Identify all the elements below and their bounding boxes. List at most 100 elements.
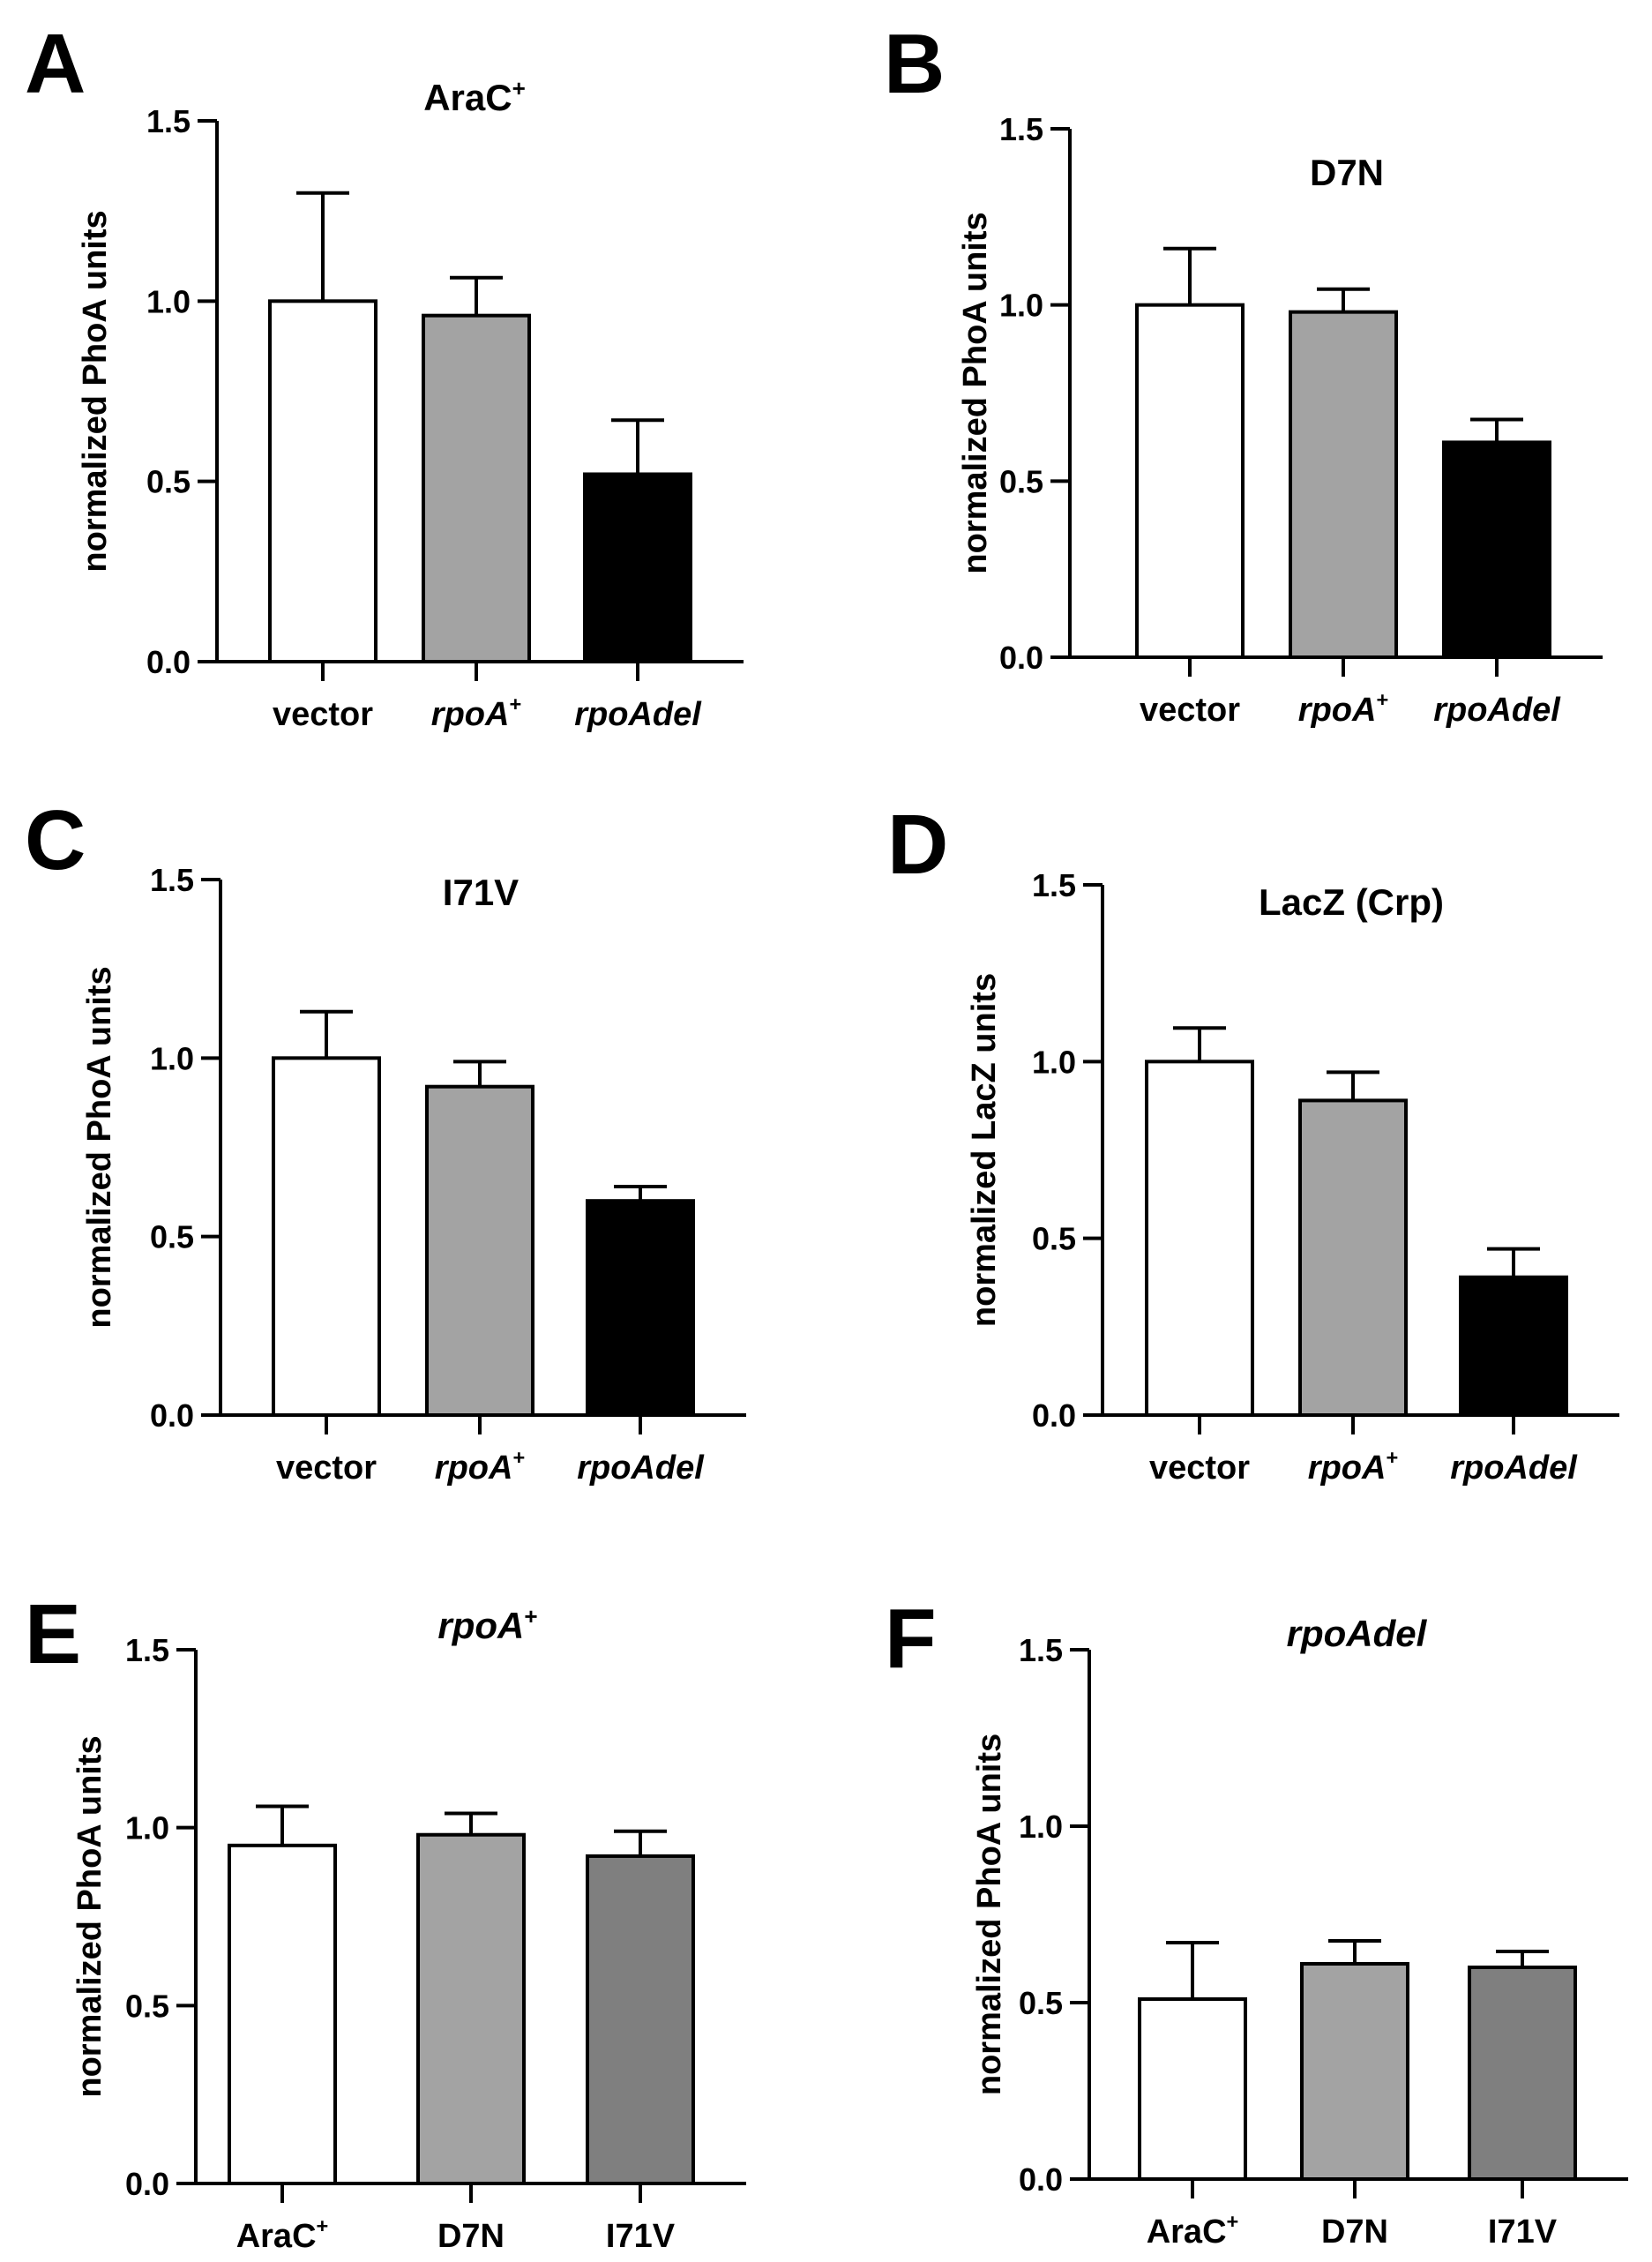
y-tick-label: 1.5 xyxy=(146,103,191,139)
y-tick-label: 0.5 xyxy=(150,1219,194,1255)
y-axis-label: normalized PhoA units xyxy=(71,1735,108,2097)
bar xyxy=(425,1084,534,1417)
x-tick-label-superscript: + xyxy=(317,2214,329,2237)
y-tick-label: 1.0 xyxy=(125,1810,169,1846)
bar xyxy=(1442,440,1551,660)
chart-title-main: I71V xyxy=(443,872,519,913)
y-tick-label: 1.0 xyxy=(1019,1809,1063,1845)
panel-letter: C xyxy=(25,793,86,888)
x-tick-label-main: I71V xyxy=(1488,2213,1558,2251)
x-tick-label-main: rpoA xyxy=(431,696,510,733)
x-tick-label-main: vector xyxy=(1140,692,1240,729)
bar xyxy=(1298,1098,1408,1417)
bar xyxy=(422,313,531,663)
chart-title-main: rpoA xyxy=(437,1605,524,1646)
x-tick-label: rpoAdel xyxy=(577,1449,705,1487)
y-tick-label: 1.5 xyxy=(125,1632,169,1668)
y-tick-label: 1.5 xyxy=(150,862,194,898)
x-tick-label: vector xyxy=(1140,692,1240,729)
bar xyxy=(586,1854,695,2186)
x-tick-label: vector xyxy=(1149,1449,1250,1487)
x-tick-label: rpoAdel xyxy=(1433,692,1561,729)
chart-title-superscript: + xyxy=(524,1603,537,1629)
y-axis-label: normalized PhoA units xyxy=(957,212,994,573)
y-tick-label: 1.0 xyxy=(999,288,1043,324)
panel-letter: B xyxy=(884,17,945,111)
chart-title-main: D7N xyxy=(1310,152,1384,193)
panel-d: D LacZ (Crp) 0.0 0.5 1.0 1.5 normalized LacZ u… xyxy=(887,798,1619,1487)
chart-title-main: AraC xyxy=(423,77,512,118)
y-tick-label: 1.5 xyxy=(1032,867,1076,903)
x-tick-label: rpoAdel xyxy=(574,696,702,733)
x-tick-label-main: vector xyxy=(1149,1449,1250,1487)
panel-letter: A xyxy=(25,17,86,111)
y-tick-label: 0.5 xyxy=(999,463,1043,499)
x-tick-label: rpoA+ xyxy=(431,693,521,733)
bar xyxy=(1135,303,1245,659)
x-tick-label: AraC+ xyxy=(1147,2210,1239,2251)
chart-title: rpoAdel xyxy=(1287,1613,1428,1654)
x-tick-label-superscript: + xyxy=(1376,688,1388,711)
y-tick-label: 0.0 xyxy=(150,1397,194,1434)
y-tick-label: 1.0 xyxy=(150,1040,194,1076)
bar xyxy=(228,1843,337,2185)
y-tick-label: 0.0 xyxy=(125,2166,169,2202)
bar xyxy=(1468,1966,1577,2181)
y-tick-label: 1.0 xyxy=(146,283,191,319)
y-axis-label: normalized PhoA units xyxy=(81,966,118,1328)
y-tick-label: 1.5 xyxy=(999,111,1043,147)
x-tick-label: vector xyxy=(273,696,373,733)
panel-c: C I71V 0.0 0.5 1.0 1.5 normalized PhoA units ve… xyxy=(25,793,746,1487)
x-tick-label: rpoA+ xyxy=(1308,1446,1398,1487)
chart-title: LacZ (Crp) xyxy=(1259,881,1444,923)
x-tick-label-main: AraC xyxy=(236,2218,317,2255)
bar xyxy=(1138,1997,1247,2181)
x-tick-label: D7N xyxy=(437,2218,505,2255)
x-tick-label: vector xyxy=(276,1449,377,1487)
y-axis-label: normalized LacZ units xyxy=(966,973,1003,1327)
x-tick-label-main: AraC xyxy=(1147,2213,1227,2251)
bar xyxy=(1459,1275,1568,1417)
x-tick-label: I71V xyxy=(606,2218,676,2255)
bar xyxy=(1145,1060,1254,1418)
chart-title-main: LacZ (Crp) xyxy=(1259,881,1444,923)
bar xyxy=(272,1056,381,1418)
x-tick-label-main: vector xyxy=(276,1449,377,1487)
x-tick-label-main: I71V xyxy=(606,2218,676,2255)
bar xyxy=(1289,310,1398,659)
x-tick-label: rpoA+ xyxy=(435,1446,525,1487)
y-tick-label: 0.5 xyxy=(1019,1985,1063,2021)
x-tick-label-main: rpoAdel xyxy=(574,696,702,733)
x-tick-label: D7N xyxy=(1321,2213,1388,2251)
x-tick-label-superscript: + xyxy=(1386,1446,1398,1469)
bar xyxy=(586,1199,695,1417)
bar xyxy=(1300,1962,1409,2181)
x-tick-label-main: rpoA xyxy=(435,1449,513,1487)
y-tick-label: 0.0 xyxy=(1019,2161,1063,2198)
bar xyxy=(416,1832,526,2186)
x-tick-label-main: rpoA xyxy=(1298,692,1377,729)
panel-b: B D7N 0.0 0.5 1.0 1.5 normalized PhoA units vec… xyxy=(884,17,1603,729)
y-tick-label: 0.0 xyxy=(146,644,191,680)
chart-title: I71V xyxy=(443,872,519,913)
chart-title: rpoA+ xyxy=(437,1603,537,1646)
x-tick-label: rpoA+ xyxy=(1298,688,1388,729)
x-tick-label-superscript: + xyxy=(509,693,521,715)
y-tick-label: 0.5 xyxy=(1032,1221,1076,1257)
bar xyxy=(583,472,692,664)
x-tick-label-main: rpoAdel xyxy=(1433,692,1561,729)
y-tick-label: 0.5 xyxy=(146,464,191,500)
x-tick-label-main: vector xyxy=(273,696,373,733)
x-tick-label-main: rpoA xyxy=(1308,1449,1387,1487)
x-tick-label: rpoAdel xyxy=(1450,1449,1578,1487)
x-tick-label-main: D7N xyxy=(1321,2213,1388,2251)
panel-letter: F xyxy=(885,1592,937,1686)
y-tick-label: 0.5 xyxy=(125,1988,169,2024)
x-tick-label-main: rpoAdel xyxy=(1450,1449,1578,1487)
y-tick-label: 0.0 xyxy=(1032,1397,1076,1434)
bar xyxy=(268,299,377,663)
